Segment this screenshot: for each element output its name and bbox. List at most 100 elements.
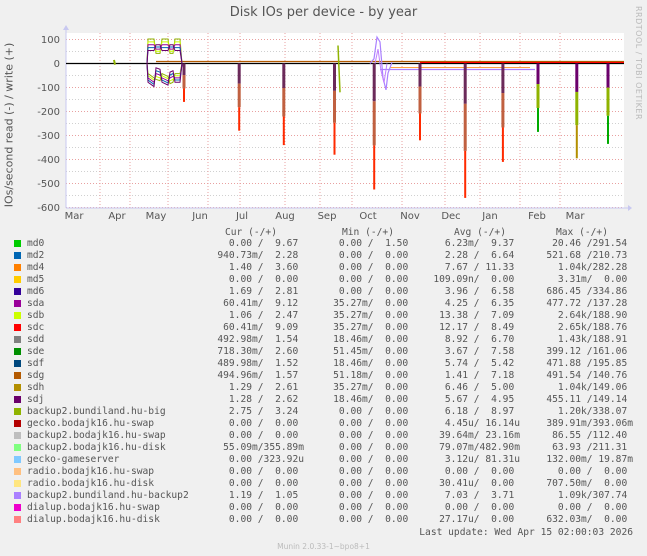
legend-cur: 492.98m/ 1.54 xyxy=(217,334,304,345)
legend-cur: 1.06 / 2.47 xyxy=(228,310,304,321)
svg-text:-100: -100 xyxy=(37,83,60,94)
legend-cur: 0.00 / 0.00 xyxy=(228,466,304,477)
svg-text:Nov: Nov xyxy=(400,211,420,222)
legend-swatch xyxy=(14,360,21,367)
legend-min: 51.45m/ 0.00 xyxy=(333,346,414,357)
legend-max: 86.55 /112.40 xyxy=(552,430,633,441)
legend-avg: 109.09n/ 0.00 xyxy=(433,274,520,285)
legend-avg: 30.41u/ 0.00 xyxy=(439,478,520,489)
legend-swatch xyxy=(14,516,21,523)
legend-avg: 0.00 / 0.00 xyxy=(444,466,520,477)
legend-swatch xyxy=(14,396,21,403)
legend-label: radio.bodajk16.hu-swap xyxy=(27,466,155,477)
legend-swatch xyxy=(14,300,21,307)
legend-max: 707.50m/ 0.00 xyxy=(546,478,633,489)
legend-header-min: Min (-/+) xyxy=(342,227,394,238)
legend-label: sdb xyxy=(27,310,45,321)
legend-min: 0.00 / 0.00 xyxy=(338,250,414,261)
svg-text:Mar: Mar xyxy=(566,211,586,222)
legend-min: 0.00 / 0.00 xyxy=(338,418,414,429)
svg-text:May: May xyxy=(146,211,167,222)
svg-text:Aug: Aug xyxy=(275,211,295,222)
legend-avg: 7.67 / 11.33 xyxy=(444,262,520,273)
legend-label: backup2.bodajk16.hu-disk xyxy=(27,442,166,453)
legend-max: 2.65k/188.76 xyxy=(557,322,633,333)
legend-row: radio.bodajk16.hu-swap 0.00 / 0.00 0.00 /… xyxy=(0,466,647,478)
legend-row: sdf 489.98m/ 1.52 18.46m/ 0.00 5.74 / 5.4… xyxy=(0,358,647,370)
legend-row: backup2.bundiland.hu-big 2.75 / 3.24 0.00… xyxy=(0,406,647,418)
legend-avg: 6.18 / 8.97 xyxy=(444,406,520,417)
legend-avg: 2.28 / 6.64 xyxy=(444,250,520,261)
svg-text:-300: -300 xyxy=(37,131,60,142)
legend-min: 0.00 / 0.00 xyxy=(338,406,414,417)
legend-min: 51.18m/ 0.00 xyxy=(333,370,414,381)
legend-swatch xyxy=(14,252,21,259)
legend-swatch xyxy=(14,348,21,355)
legend-cur: 718.30m/ 2.60 xyxy=(217,346,304,357)
legend-min: 0.00 / 0.00 xyxy=(338,442,414,453)
legend-cur: 1.19 / 1.05 xyxy=(228,490,304,501)
legend-swatch xyxy=(14,336,21,343)
legend-min: 0.00 / 0.00 xyxy=(338,466,414,477)
legend-row: sdg 494.96m/ 1.57 51.18m/ 0.00 1.41 / 7.1… xyxy=(0,370,647,382)
legend-swatch xyxy=(14,288,21,295)
legend-max: 63.93 /211.31 xyxy=(552,442,633,453)
svg-text:Feb: Feb xyxy=(528,211,546,222)
legend-avg: 0.00 / 0.00 xyxy=(444,502,520,513)
svg-text:-600: -600 xyxy=(37,203,60,214)
legend-row: md5 0.00 / 0.00 0.00 / 0.00 109.09n/ 0.00… xyxy=(0,274,647,286)
legend-row: sda 60.41m/ 9.12 35.27m/ 0.00 4.25 / 6.35… xyxy=(0,298,647,310)
legend-row: sdj 1.28 / 2.62 18.46m/ 0.00 5.67 / 4.95 … xyxy=(0,394,647,406)
legend-max: 477.72 /137.28 xyxy=(546,298,633,309)
legend-min: 18.46m/ 0.00 xyxy=(333,358,414,369)
legend-row: md2 940.73m/ 2.28 0.00 / 0.00 2.28 / 6.64… xyxy=(0,250,647,262)
legend-swatch xyxy=(14,420,21,427)
legend-max: 399.12 /161.06 xyxy=(546,346,633,357)
legend-avg: 1.41 / 7.18 xyxy=(444,370,520,381)
legend-avg: 4.45u/ 16.14u xyxy=(444,418,520,429)
legend-row: radio.bodajk16.hu-disk 0.00 / 0.00 0.00 /… xyxy=(0,478,647,490)
legend-max: 1.04k/149.06 xyxy=(557,382,633,393)
legend-avg: 5.67 / 4.95 xyxy=(444,394,520,405)
legend-min: 35.27m/ 0.00 xyxy=(333,382,414,393)
legend-label: radio.bodajk16.hu-disk xyxy=(27,478,155,489)
legend-max: 471.88 /195.85 xyxy=(546,358,633,369)
legend-avg: 13.38 / 7.09 xyxy=(439,310,520,321)
legend-min: 0.00 / 0.00 xyxy=(338,262,414,273)
legend-swatch xyxy=(14,480,21,487)
last-update: Last update: Wed Apr 15 02:00:03 2026 xyxy=(419,527,633,538)
legend-min: 35.27m/ 0.00 xyxy=(333,298,414,309)
chart-plot: 100 0 -100 -200 -300 -400 -500 -600 Mar Apr May Jun… xyxy=(37,25,632,222)
legend-label: sdj xyxy=(27,394,45,405)
rrdtool-watermark: RRDTOOL / TOBI OETIKER xyxy=(634,6,643,121)
legend-row: dialup.bodajk16.hu-swap 0.00 / 0.00 0.00 … xyxy=(0,502,647,514)
legend-min: 18.46m/ 0.00 xyxy=(333,394,414,405)
legend-swatch xyxy=(14,504,21,511)
legend-max: 455.11 /149.14 xyxy=(546,394,633,405)
legend-avg: 12.17 / 8.49 xyxy=(439,322,520,333)
legend-swatch xyxy=(14,468,21,475)
legend-header-avg: Avg (-/+) xyxy=(454,227,506,238)
svg-text:Oct: Oct xyxy=(359,211,376,222)
legend-cur: 0.00 / 0.00 xyxy=(228,430,304,441)
legend-cur: 1.29 / 2.61 xyxy=(228,382,304,393)
svg-text:100: 100 xyxy=(41,35,60,46)
legend-avg: 3.96 / 6.58 xyxy=(444,286,520,297)
legend-avg: 5.74 / 5.42 xyxy=(444,358,520,369)
legend-row: md6 1.69 / 2.81 0.00 / 0.00 3.96 / 6.58 6… xyxy=(0,286,647,298)
legend-avg: 6.46 / 5.00 xyxy=(444,382,520,393)
legend-max: 20.46 /291.54 xyxy=(552,238,633,249)
legend-min: 0.00 / 0.00 xyxy=(338,478,414,489)
legend-max: 389.91m/393.06m xyxy=(546,418,633,429)
legend-max: 521.68 /210.73 xyxy=(546,250,633,261)
legend-row: sdd 492.98m/ 1.54 18.46m/ 0.00 8.92 / 6.7… xyxy=(0,334,647,346)
legend-swatch xyxy=(14,432,21,439)
legend-cur: 60.41m/ 9.12 xyxy=(223,298,304,309)
legend-swatch xyxy=(14,456,21,463)
legend-max: 0.00 / 0.00 xyxy=(557,466,633,477)
legend-cur: 1.69 / 2.81 xyxy=(228,286,304,297)
legend-cur: 0.00 / 0.00 xyxy=(228,502,304,513)
munin-version: Munin 2.0.33-1~bpo8+1 xyxy=(277,542,370,551)
legend-max: 491.54 /140.76 xyxy=(546,370,633,381)
legend-min: 0.00 / 0.00 xyxy=(338,490,414,501)
